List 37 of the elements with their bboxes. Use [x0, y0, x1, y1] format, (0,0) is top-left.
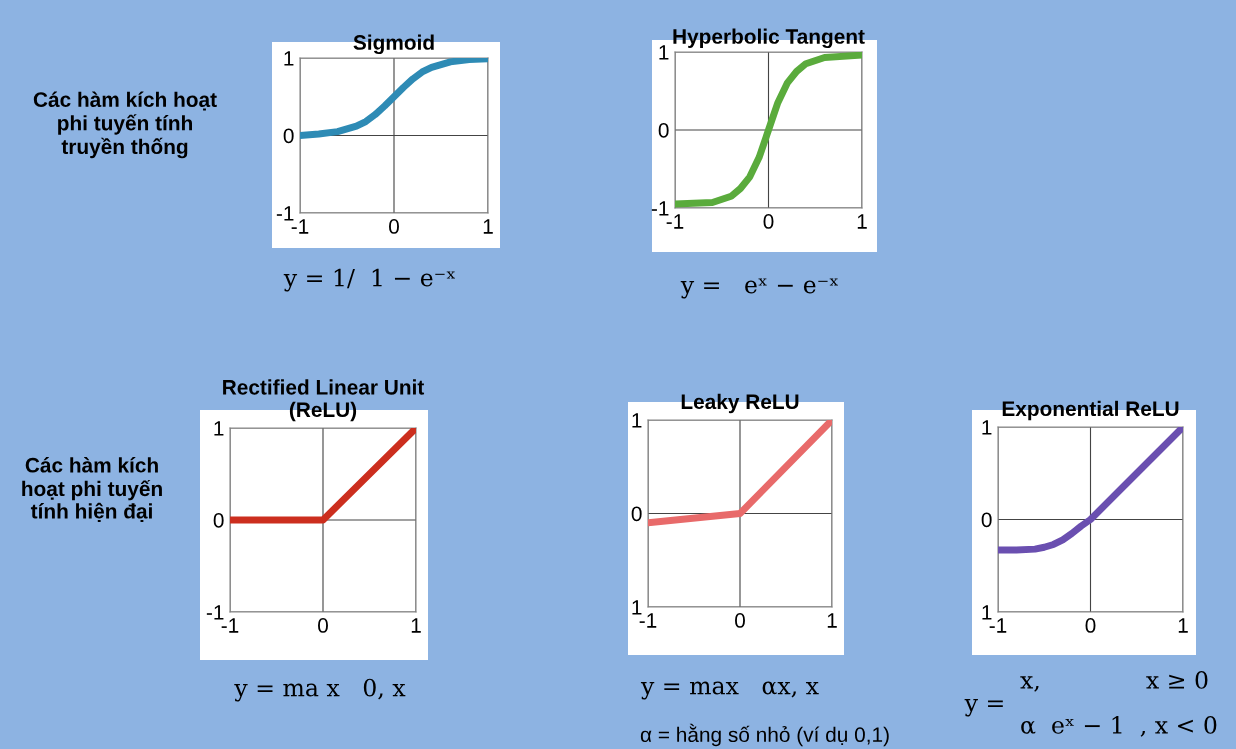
y-tick-label: -1	[651, 201, 669, 216]
y-tick-label: 1	[659, 45, 669, 60]
text: α eˣ − 1 , x < 0	[1021, 715, 1217, 737]
x-tick-label: 1	[483, 219, 493, 234]
x-tick-label: 0	[1085, 618, 1096, 633]
x-tick-label: 0	[318, 618, 328, 633]
chart-title: Exponential ReLU	[1002, 400, 1179, 421]
text: α = hằng số nhỏ (ví dụ 0,1)	[640, 723, 889, 747]
chart-title: Rectified Linear Unit (ReLU)	[223, 379, 425, 422]
y-tick-label: 0	[658, 123, 669, 138]
y-tick-label: 1	[632, 413, 642, 428]
text: y = max αx, x	[640, 681, 819, 700]
text: y = ma x 0, x	[234, 678, 406, 702]
x-tick-label: 1	[411, 618, 421, 633]
text: y =	[964, 698, 1003, 717]
x-tick-label: 1	[827, 613, 837, 628]
chart-title: Hyperbolic Tangent	[673, 28, 865, 49]
text: x, x ≥ 0	[1020, 670, 1208, 692]
y-tick-label: 1	[214, 421, 224, 436]
x-tick-label: 0	[763, 214, 774, 229]
y-tick-label: 0	[283, 128, 294, 144]
x-tick-label: 1	[857, 214, 867, 229]
text: Các hàm kích hoạt phi tuyến tính hiện đại	[22, 457, 162, 523]
x-tick-label: 0	[735, 613, 745, 628]
y-tick-label: 1	[284, 51, 294, 66]
text: y = 1/ 1 − e⁻ˣ	[283, 268, 455, 292]
chart-title: Leaky ReLU	[681, 393, 799, 414]
text: Các hàm kích hoạt phi tuyến tính truyền thống	[33, 91, 217, 159]
y-tick-label: 1	[632, 600, 642, 615]
y-tick-label: 0	[631, 506, 642, 522]
y-tick-label: 0	[981, 512, 992, 528]
y-tick-label: 0	[213, 513, 224, 528]
y-tick-label: 1	[982, 420, 992, 435]
x-tick-label: 0	[389, 219, 399, 234]
text: y = eˣ − e⁻ˣ	[680, 278, 838, 299]
chart-title: Sigmoid	[353, 34, 434, 55]
x-tick-label: 1	[1178, 618, 1188, 633]
